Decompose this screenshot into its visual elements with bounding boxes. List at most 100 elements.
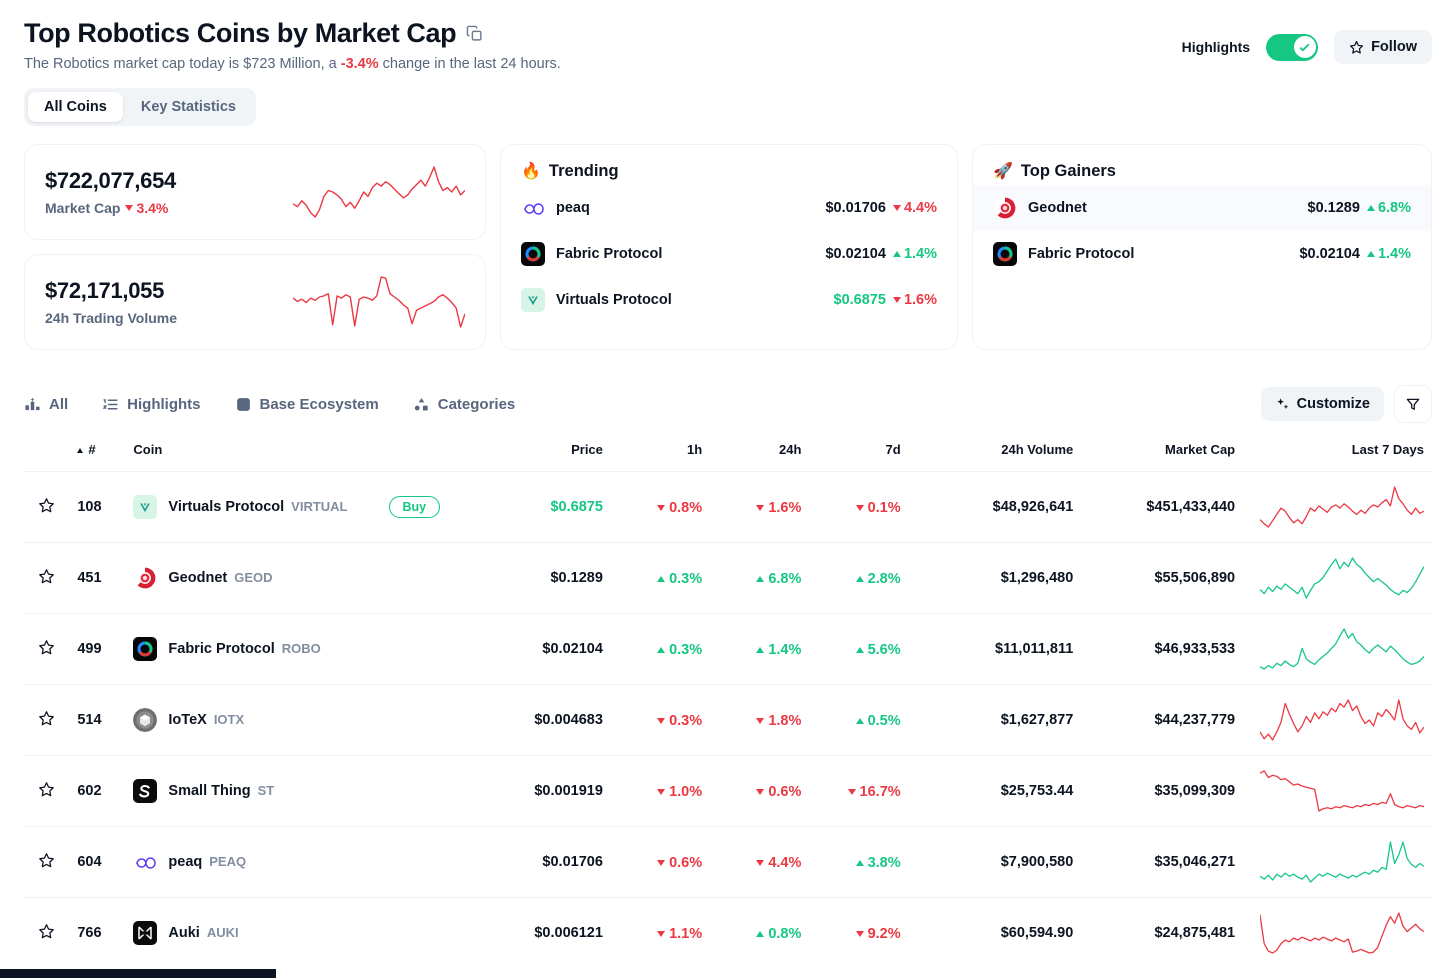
- coin-symbol: ROBO: [281, 641, 321, 656]
- favorite-cell[interactable]: [24, 471, 70, 543]
- row-spark-auki: [1260, 912, 1424, 954]
- sparkline-cell: [1243, 613, 1432, 685]
- gainer-row-geodnet[interactable]: Geodnet $0.1289 6.8%: [973, 185, 1431, 231]
- coin-symbol: ST: [257, 783, 275, 798]
- coins-table-head: # Coin Price 1h 24h 7d 24h Volume Market…: [24, 432, 1432, 472]
- buy-button[interactable]: Buy: [388, 496, 441, 518]
- gainer-name: Geodnet: [1028, 200, 1087, 216]
- toggle-knob: [1292, 35, 1317, 59]
- coins-table: # Coin Price 1h 24h 7d 24h Volume Market…: [24, 432, 1432, 969]
- table-row[interactable]: 602 Small Thing ST $0.001919 1.0% 0.6% 16.7% $2…: [24, 755, 1432, 827]
- coin-cell[interactable]: Geodnet GEOD: [125, 542, 482, 614]
- trending-name: Virtuals Protocol: [556, 292, 672, 308]
- gainer-price: $0.1289: [1307, 200, 1360, 216]
- table-row[interactable]: 108 Virtuals Protocol VIRTUAL Buy $0.6875 0.8…: [24, 471, 1432, 543]
- table-row[interactable]: 499 Fabric Protocol ROBO $0.02104 0.3% 1.4% 5.…: [24, 613, 1432, 685]
- filter-highlights[interactable]: Highlights: [102, 396, 201, 413]
- peaq-logo: [524, 203, 544, 215]
- col-price[interactable]: Price: [481, 432, 611, 472]
- coin-name: peaq: [168, 854, 203, 870]
- triangle-down-icon: [756, 859, 765, 866]
- star-icon[interactable]: [38, 852, 55, 869]
- col-rank[interactable]: #: [69, 432, 126, 472]
- triangle-down-icon: [657, 930, 666, 937]
- favorite-cell[interactable]: [24, 613, 70, 685]
- change-1h-cell: 1.1%: [610, 897, 711, 969]
- triangle-down-icon: [657, 788, 666, 795]
- col-7d[interactable]: 7d: [809, 432, 909, 472]
- change-1h: 0.3%: [657, 713, 702, 729]
- scrollbar-thumb[interactable]: [0, 969, 276, 978]
- tab-all-coins[interactable]: All Coins: [28, 92, 123, 122]
- col-market-cap[interactable]: Market Cap: [1081, 432, 1244, 472]
- star-icon[interactable]: [38, 568, 55, 585]
- filter-button[interactable]: [1394, 385, 1432, 423]
- fabric-logo: [993, 242, 1017, 266]
- coin-symbol: IOTX: [213, 712, 245, 727]
- table-row[interactable]: 766 Auki AUKI $0.006121 1.1% 0.8% 9.2% $60,594.…: [24, 897, 1432, 969]
- trending-row-peaq[interactable]: peaq $0.01706 4.4%: [501, 185, 957, 231]
- row-spark-iotex: [1260, 699, 1424, 741]
- star-icon[interactable]: [38, 923, 55, 940]
- table-row[interactable]: 451 Geodnet GEOD $0.1289 0.3% 6.8% 2.8% $1,296,…: [24, 542, 1432, 614]
- coin-cell[interactable]: Fabric Protocol ROBO: [125, 613, 482, 685]
- col-1h[interactable]: 1h: [610, 432, 711, 472]
- tab-key-statistics[interactable]: Key Statistics: [125, 92, 252, 122]
- change-7d-cell: 3.8%: [809, 826, 909, 898]
- favorite-cell[interactable]: [24, 684, 70, 756]
- gainer-row-fabric[interactable]: Fabric Protocol $0.02104 1.4%: [973, 231, 1431, 277]
- market-cap-cell: $24,875,481: [1081, 897, 1244, 969]
- star-icon[interactable]: [38, 497, 55, 514]
- favorite-cell[interactable]: [24, 897, 70, 969]
- coin-name: Auki: [168, 925, 200, 941]
- coin-cell[interactable]: peaq PEAQ: [125, 826, 482, 898]
- trending-name: Fabric Protocol: [556, 246, 663, 262]
- market-cap-cell: $35,099,309: [1081, 755, 1244, 827]
- favorite-cell[interactable]: [24, 755, 70, 827]
- market-cap-card[interactable]: $722,077,654 Market Cap 3.4%: [24, 144, 486, 240]
- filter-all[interactable]: All: [24, 396, 68, 413]
- change-7d: 0.5%: [855, 713, 901, 729]
- follow-button[interactable]: Follow: [1334, 30, 1432, 64]
- triangle-up-icon: [1366, 205, 1375, 211]
- categories-icon: [414, 397, 428, 410]
- coin-cell[interactable]: Small Thing ST: [125, 755, 482, 827]
- change-7d: 2.8%: [855, 571, 901, 587]
- trending-row-virtuals[interactable]: Virtuals Protocol $0.6875 1.6%: [501, 277, 957, 323]
- trending-row-fabric[interactable]: Fabric Protocol $0.02104 1.4%: [501, 231, 957, 277]
- trending-change: 4.4%: [892, 200, 937, 216]
- copy-icon[interactable]: [466, 25, 483, 42]
- favorite-cell[interactable]: [24, 542, 70, 614]
- filter-categories[interactable]: Categories: [413, 396, 515, 413]
- coins-table-body: 108 Virtuals Protocol VIRTUAL Buy $0.6875 0.8…: [24, 471, 1432, 969]
- coin-cell[interactable]: Auki AUKI: [125, 897, 482, 969]
- star-icon[interactable]: [38, 710, 55, 727]
- coin-cell[interactable]: IoTeX IOTX: [125, 684, 482, 756]
- customize-button[interactable]: Customize: [1260, 387, 1384, 421]
- volume-cell: $48,926,641: [908, 471, 1082, 543]
- star-icon[interactable]: [38, 639, 55, 656]
- col-coin[interactable]: Coin: [125, 432, 482, 472]
- star-icon[interactable]: [38, 781, 55, 798]
- table-row[interactable]: 604 peaq PEAQ $0.01706 0.6% 4.4% 3.8% $7,900,58…: [24, 826, 1432, 898]
- horizontal-scrollbar[interactable]: [0, 966, 1456, 980]
- table-row[interactable]: 514 IoTeX IOTX $0.004683 0.3% 1.8% 0.5% $1,627,…: [24, 684, 1432, 756]
- filter-base-ecosystem[interactable]: Base Ecosystem: [235, 396, 379, 413]
- col-24h[interactable]: 24h: [710, 432, 810, 472]
- highlights-toggle[interactable]: [1266, 33, 1319, 61]
- row-spark-virtuals: [1260, 486, 1424, 528]
- coin-cell[interactable]: Virtuals Protocol VIRTUAL Buy: [125, 471, 482, 543]
- gainer-change: 6.8%: [1366, 200, 1411, 216]
- col-24h-volume[interactable]: 24h Volume: [908, 432, 1082, 472]
- geodnet-logo: [994, 197, 1016, 219]
- price-cell: $0.004683: [481, 684, 611, 756]
- market-cap-label: Market Cap: [45, 200, 121, 216]
- sparkline-cell: [1243, 684, 1432, 756]
- change-1h: 0.6%: [657, 855, 702, 871]
- row-spark-peaq: [1260, 841, 1424, 883]
- trending-change: 1.6%: [892, 292, 937, 308]
- trading-volume-card[interactable]: $72,171,055 24h Trading Volume: [24, 254, 486, 350]
- change-24h: 1.4%: [756, 642, 801, 658]
- change-24h: 1.6%: [756, 500, 801, 516]
- favorite-cell[interactable]: [24, 826, 70, 898]
